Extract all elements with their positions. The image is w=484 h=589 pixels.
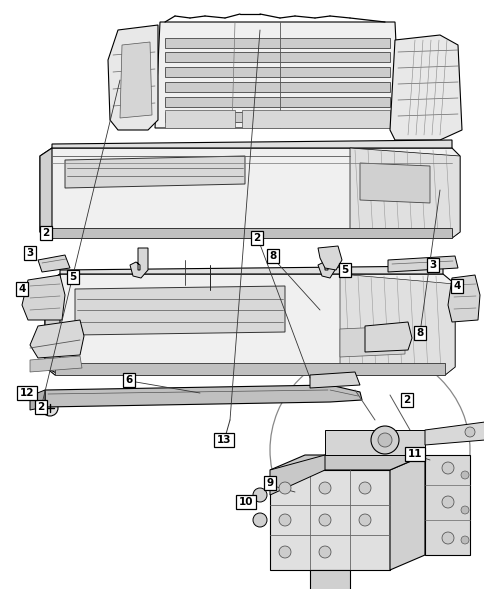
Polygon shape bbox=[389, 455, 424, 570]
Text: 10: 10 bbox=[238, 497, 253, 507]
Circle shape bbox=[318, 514, 330, 526]
Circle shape bbox=[441, 496, 453, 508]
Circle shape bbox=[278, 546, 290, 558]
Text: 5: 5 bbox=[69, 272, 76, 282]
Text: 5: 5 bbox=[341, 265, 348, 275]
Polygon shape bbox=[349, 148, 459, 238]
Circle shape bbox=[460, 471, 468, 479]
Polygon shape bbox=[40, 148, 459, 238]
Polygon shape bbox=[155, 22, 399, 128]
Circle shape bbox=[358, 482, 370, 494]
Polygon shape bbox=[165, 38, 389, 48]
Polygon shape bbox=[270, 455, 324, 495]
Polygon shape bbox=[270, 455, 424, 470]
Circle shape bbox=[318, 546, 330, 558]
Polygon shape bbox=[22, 275, 65, 320]
Text: 6: 6 bbox=[125, 375, 132, 385]
Text: 2: 2 bbox=[37, 402, 45, 412]
Polygon shape bbox=[75, 286, 285, 335]
Circle shape bbox=[253, 488, 267, 502]
Polygon shape bbox=[48, 228, 451, 238]
Polygon shape bbox=[65, 156, 244, 188]
Circle shape bbox=[325, 251, 333, 259]
Text: 3: 3 bbox=[26, 248, 33, 258]
Polygon shape bbox=[165, 112, 389, 122]
Polygon shape bbox=[45, 274, 60, 375]
Polygon shape bbox=[165, 67, 389, 77]
Polygon shape bbox=[30, 356, 82, 372]
Text: 2: 2 bbox=[42, 228, 49, 238]
Polygon shape bbox=[120, 42, 151, 118]
Polygon shape bbox=[165, 97, 389, 107]
Polygon shape bbox=[389, 35, 461, 140]
Polygon shape bbox=[339, 274, 454, 375]
Circle shape bbox=[464, 427, 474, 437]
Polygon shape bbox=[364, 322, 411, 352]
Polygon shape bbox=[387, 256, 457, 272]
Polygon shape bbox=[309, 372, 359, 388]
Circle shape bbox=[42, 400, 58, 416]
Circle shape bbox=[377, 433, 391, 447]
Polygon shape bbox=[309, 570, 349, 589]
Polygon shape bbox=[424, 455, 469, 555]
Polygon shape bbox=[130, 248, 148, 278]
Polygon shape bbox=[108, 25, 158, 130]
Text: 2: 2 bbox=[403, 395, 410, 405]
Text: 8: 8 bbox=[269, 251, 276, 261]
Circle shape bbox=[441, 532, 453, 544]
Polygon shape bbox=[324, 430, 424, 455]
Circle shape bbox=[460, 506, 468, 514]
Polygon shape bbox=[447, 275, 479, 322]
Polygon shape bbox=[30, 320, 84, 358]
Polygon shape bbox=[52, 140, 451, 148]
Text: 12: 12 bbox=[20, 388, 34, 398]
Text: 4: 4 bbox=[453, 281, 460, 291]
Polygon shape bbox=[38, 255, 70, 272]
Polygon shape bbox=[40, 148, 52, 238]
Circle shape bbox=[370, 426, 398, 454]
Text: 11: 11 bbox=[407, 449, 422, 459]
Circle shape bbox=[460, 536, 468, 544]
Circle shape bbox=[278, 514, 290, 526]
Text: 4: 4 bbox=[18, 284, 26, 294]
Text: 13: 13 bbox=[216, 435, 231, 445]
Polygon shape bbox=[45, 385, 361, 407]
Polygon shape bbox=[45, 274, 454, 375]
Circle shape bbox=[358, 514, 370, 526]
Circle shape bbox=[441, 462, 453, 474]
Polygon shape bbox=[270, 470, 389, 570]
Polygon shape bbox=[359, 163, 429, 203]
Polygon shape bbox=[318, 246, 341, 270]
Text: 9: 9 bbox=[266, 478, 273, 488]
Polygon shape bbox=[55, 363, 444, 375]
Circle shape bbox=[278, 482, 290, 494]
Text: 2: 2 bbox=[253, 233, 260, 243]
Circle shape bbox=[253, 513, 267, 527]
Polygon shape bbox=[60, 266, 442, 274]
Text: 3: 3 bbox=[428, 260, 436, 270]
Polygon shape bbox=[339, 326, 404, 357]
Polygon shape bbox=[424, 422, 484, 445]
Polygon shape bbox=[30, 390, 45, 410]
Polygon shape bbox=[165, 52, 389, 62]
Text: 8: 8 bbox=[416, 328, 423, 338]
Polygon shape bbox=[165, 110, 235, 128]
Polygon shape bbox=[242, 110, 389, 128]
Polygon shape bbox=[165, 82, 389, 92]
Circle shape bbox=[318, 482, 330, 494]
Polygon shape bbox=[318, 248, 334, 278]
